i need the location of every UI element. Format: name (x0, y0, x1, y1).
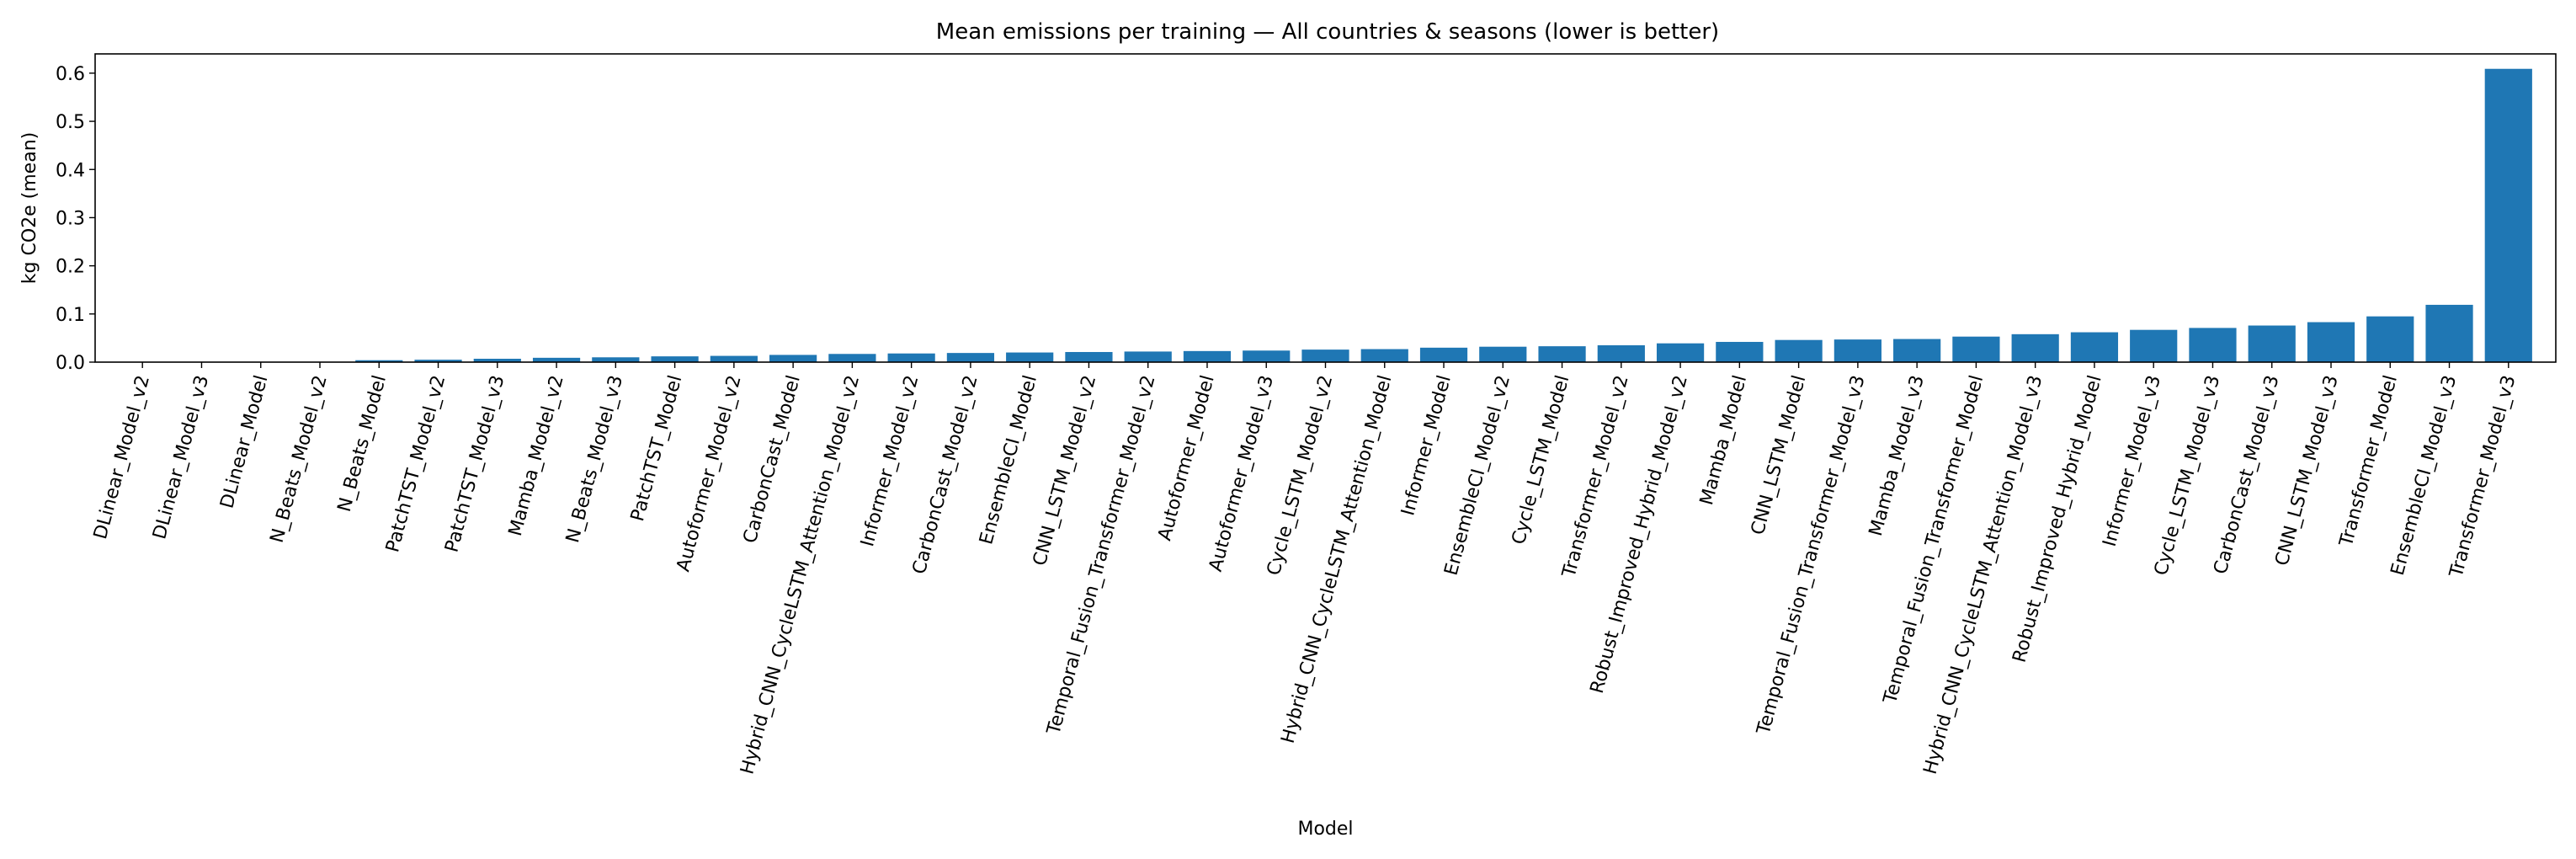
bar-Cycle_LSTM_Model_v3 (2189, 328, 2237, 362)
bar-N_Beats_Model (355, 360, 403, 362)
y-tick-label: 0.1 (56, 305, 85, 326)
y-tick-label: 0.2 (56, 257, 85, 278)
bar-Autoformer_Model (1183, 350, 1232, 362)
bar-EnsembleCI_Model_v3 (2425, 304, 2473, 362)
y-tick-label: 0.0 (56, 353, 85, 374)
y-tick-label: 0.5 (56, 112, 85, 133)
bar-Informer_Model (1419, 347, 1468, 362)
bar-CNN_LSTM_Model_v3 (2307, 322, 2355, 362)
bar-Informer_Model_v3 (2130, 329, 2178, 362)
bar-Hybrid_CNN_CycleLSTM_Attention_Model_v3 (2011, 333, 2059, 362)
y-tick-label: 0.6 (56, 64, 85, 85)
bar-Mamba_Model_v2 (532, 357, 581, 362)
bar-Autoformer_Model_v3 (1243, 350, 1291, 362)
bar-Informer_Model_v2 (887, 353, 935, 362)
bar-Temporal_Fusion_Transformer_Model (1952, 336, 2000, 362)
bar-CNN_LSTM_Model (1775, 339, 1823, 362)
bar-Transformer_Model_v3 (2484, 68, 2532, 363)
bars-group (119, 68, 2532, 363)
bar-EnsembleCI_Model (1006, 352, 1054, 362)
bar-CarbonCast_Model_v2 (946, 353, 995, 362)
bar-Hybrid_CNN_CycleLSTM_Attention_Model_v2 (828, 354, 876, 362)
bar-Temporal_Fusion_Transformer_Model_v2 (1124, 351, 1172, 362)
y-axis-label: kg CO2e (mean) (19, 132, 40, 284)
x-axis-label: Model (1297, 819, 1353, 840)
plot-area-frame (94, 53, 2557, 363)
chart-title: Mean emissions per training — All countr… (936, 19, 1719, 45)
bar-Hybrid_CNN_CycleLSTM_Attention_Model (1360, 349, 1408, 362)
bar-CarbonCast_Model_v3 (2248, 325, 2296, 362)
bar-Robust_Improved_Hybrid_Model_v2 (1656, 343, 1705, 362)
bar-CNN_LSTM_Model_v2 (1065, 351, 1113, 362)
bar-CarbonCast_Model (769, 355, 817, 362)
bar-PatchTST_Model_v3 (473, 358, 521, 362)
y-axis-ticks: 0.0 0.1 0.2 0.3 0.4 0.5 0.6 (56, 64, 95, 374)
bar-Cycle_LSTM_Model_v2 (1301, 349, 1349, 362)
bar-Mamba_Model (1716, 341, 1764, 362)
y-tick-label: 0.4 (56, 160, 85, 181)
y-tick-label: 0.3 (56, 208, 85, 229)
bar-Transformer_Model (2366, 316, 2414, 362)
bar-PatchTST_Model (651, 356, 699, 362)
bar-Autoformer_Model_v2 (710, 355, 758, 362)
bar-N_Beats_Model_v3 (592, 357, 640, 362)
bar-EnsembleCI_Model_v2 (1479, 346, 1527, 362)
bar-Mamba_Model_v3 (1893, 339, 1941, 362)
bar-Robust_Improved_Hybrid_Model (2070, 332, 2119, 362)
bar-Cycle_LSTM_Model (1538, 346, 1586, 362)
bar-PatchTST_Model_v2 (414, 360, 462, 362)
bar-Transformer_Model_v2 (1597, 344, 1645, 362)
bar-Temporal_Fusion_Transformer_Model_v3 (1834, 339, 1881, 362)
